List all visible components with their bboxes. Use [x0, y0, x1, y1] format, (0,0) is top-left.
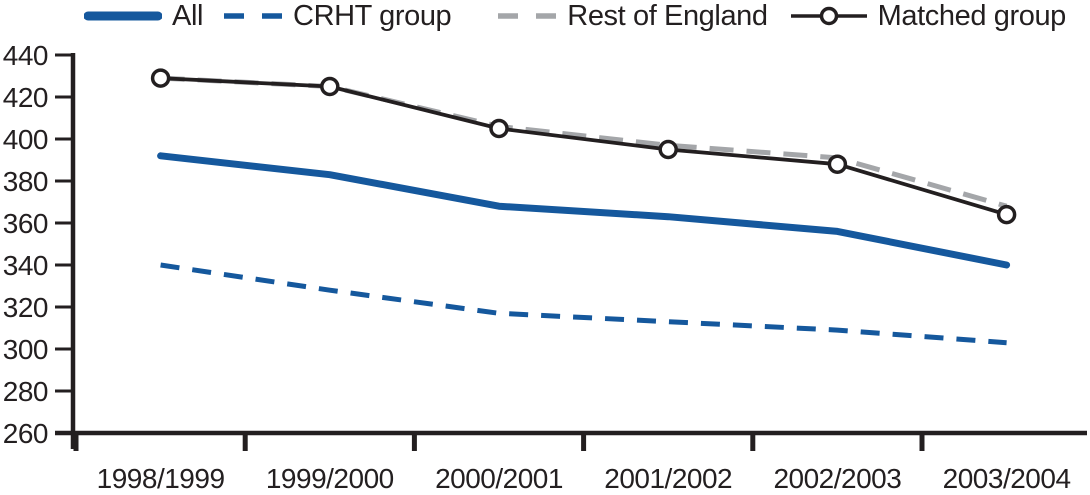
data-point-marker-matched-group — [489, 118, 509, 139]
x-axis-label: 2001/2002 — [604, 463, 732, 494]
y-axis-tick-label: 320 — [3, 292, 48, 323]
legend-label: All — [172, 0, 204, 32]
chart-legend: All CRHT group Rest of England Matched grou… — [84, 0, 1066, 32]
y-axis-tick-label: 400 — [3, 124, 48, 155]
legend-swatch-matched-group-icon — [790, 6, 867, 26]
x-axis-label: 2000/2001 — [435, 463, 563, 494]
x-axis-label: 2002/2003 — [773, 463, 901, 494]
y-axis-tick-label: 260 — [3, 418, 48, 449]
x-axis-label: 1999/2000 — [266, 463, 394, 494]
data-point-marker-matched-group — [658, 139, 678, 160]
series-line-matched-group — [158, 76, 1009, 217]
y-axis-tick-label: 440 — [3, 40, 48, 71]
legend-label: CRHT group — [293, 0, 452, 32]
legend-swatch-crht-group-icon — [224, 13, 283, 19]
y-axis-tick-label: 300 — [3, 334, 48, 365]
legend-item-rest-of-england: Rest of England — [497, 0, 768, 32]
y-axis-tick-label: 380 — [3, 166, 48, 197]
series-line-crht-group — [160, 262, 1007, 346]
legend-item-all: All — [84, 0, 203, 32]
x-axis-label: 2003/2004 — [943, 463, 1071, 494]
legend-label: Rest of England — [567, 0, 768, 32]
legend-label: Matched group — [877, 0, 1067, 32]
data-point-marker-matched-group — [996, 204, 1017, 225]
legend-item-crht-group: CRHT group — [223, 0, 452, 32]
data-point-marker-matched-group — [150, 68, 171, 88]
y-axis-tick-label: 340 — [3, 250, 48, 281]
data-point-marker-matched-group — [827, 154, 848, 174]
legend-swatch-all-icon — [84, 11, 162, 21]
series-line-all — [157, 152, 1011, 269]
y-axis-tick-label: 420 — [3, 82, 48, 113]
y-axis-tick-label: 280 — [3, 376, 48, 407]
x-axis-label: 1998/1999 — [97, 463, 225, 494]
legend-swatch-rest-of-england-icon — [498, 13, 557, 19]
legend-item-matched-group: Matched group — [790, 0, 1066, 32]
data-point-marker-matched-group — [320, 76, 340, 97]
series-line-rest-of-england — [160, 75, 1008, 209]
y-axis-tick-label: 360 — [3, 208, 48, 239]
